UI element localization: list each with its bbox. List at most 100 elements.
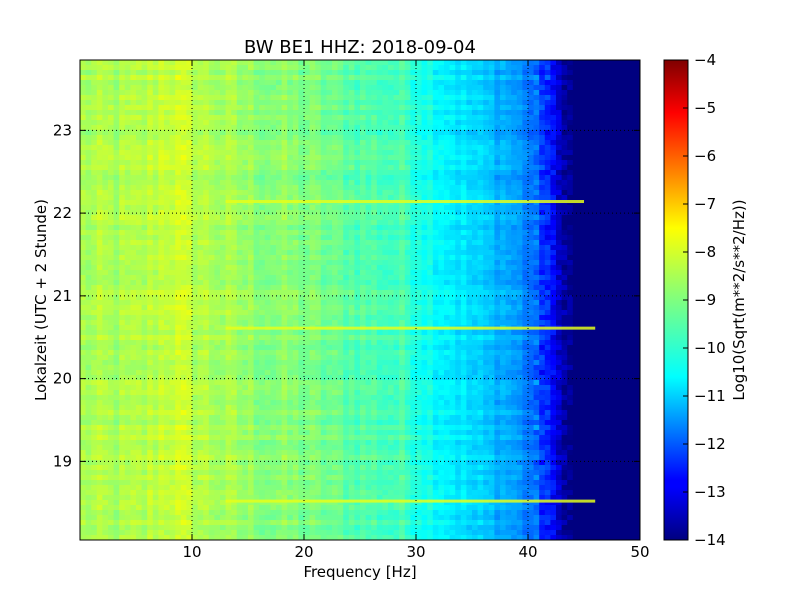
heatmap-cell [169,295,176,301]
heatmap-cell [292,235,299,241]
heatmap-cell [113,60,120,66]
heatmap-cell [382,260,389,266]
heatmap-cell [544,245,551,251]
heatmap-cell [287,280,294,286]
heatmap-cell [455,280,462,286]
heatmap-cell [612,265,619,271]
heatmap-cell [96,135,103,141]
heatmap-cell [102,65,109,71]
heatmap-cell [444,290,451,296]
heatmap-cell [511,255,518,261]
heatmap-cell [416,105,423,111]
heatmap-cell [522,130,529,136]
heatmap-cell [488,70,495,76]
heatmap-cell [494,190,501,196]
heatmap-cell [332,65,339,71]
heatmap-cell [225,145,232,151]
heatmap-cell [298,160,305,166]
heatmap-cell [208,105,215,111]
heatmap-cell [214,210,221,216]
heatmap-cell [320,125,327,131]
heatmap-cell [612,245,619,251]
heatmap-cell [292,205,299,211]
heatmap-cell [460,120,467,126]
heatmap-cell [404,95,411,101]
heatmap-cell [315,220,322,226]
heatmap-cell [203,170,210,176]
heatmap-cell [455,100,462,106]
heatmap-cell [399,65,406,71]
heatmap-cell [124,170,131,176]
heatmap-cell [259,280,266,286]
heatmap-cell [444,110,451,116]
heatmap-cell [522,105,529,111]
heatmap-cell [365,205,372,211]
heatmap-cell [505,245,512,251]
heatmap-cell [544,165,551,171]
heatmap-cell [304,300,311,306]
heatmap-cell [544,285,551,291]
heatmap-cell [203,125,210,131]
heatmap-cell [152,245,159,251]
heatmap-cell [164,260,171,266]
heatmap-cell [522,170,529,176]
heatmap-cell [141,100,148,106]
heatmap-cell [292,60,299,66]
heatmap-cell [477,170,484,176]
heatmap-cell [91,130,98,136]
heatmap-cell [634,215,640,221]
heatmap-cell [466,305,473,311]
heatmap-cell [169,200,176,206]
heatmap-cell [410,230,417,236]
heatmap-cell [113,220,120,226]
heatmap-cell [214,250,221,256]
heatmap-cell [264,250,271,256]
heatmap-cell [561,195,568,201]
heatmap-cell [253,240,260,246]
heatmap-cell [449,120,456,126]
heatmap-cell [248,185,255,191]
heatmap-cell [455,170,462,176]
heatmap-cell [276,65,283,71]
heatmap-cell [421,145,428,151]
heatmap-cell [236,155,243,161]
heatmap-cell [208,240,215,246]
heatmap-cell [500,190,507,196]
heatmap-cell [550,275,557,281]
heatmap-cell [113,300,120,306]
heatmap-cell [584,275,591,281]
heatmap-cell [365,225,372,231]
heatmap-cell [477,80,484,86]
heatmap-cell [494,300,501,306]
heatmap-cell [477,290,484,296]
heatmap-cell [80,145,87,151]
heatmap-cell [80,195,87,201]
heatmap-cell [337,195,344,201]
heatmap-cell [180,290,187,296]
heatmap-cell [516,250,523,256]
heatmap-cell [180,260,187,266]
heatmap-cell [511,250,518,256]
heatmap-cell [589,160,596,166]
heatmap-cell [511,220,518,226]
heatmap-cell [393,280,400,286]
heatmap-cell [259,245,266,251]
heatmap-cell [175,275,182,281]
heatmap-cell [276,205,283,211]
heatmap-cell [248,230,255,236]
heatmap-cell [304,275,311,281]
heatmap-cell [393,155,400,161]
heatmap-cell [477,75,484,81]
heatmap-cell [309,185,316,191]
heatmap-cell [332,190,339,196]
heatmap-cell [214,140,221,146]
heatmap-cell [164,60,171,66]
heatmap-cell [600,190,607,196]
heatmap-cell [231,240,238,246]
heatmap-cell [483,300,490,306]
heatmap-cell [483,245,490,251]
heatmap-cell [572,160,579,166]
heatmap-cell [225,190,232,196]
heatmap-cell [612,240,619,246]
heatmap-cell [483,100,490,106]
